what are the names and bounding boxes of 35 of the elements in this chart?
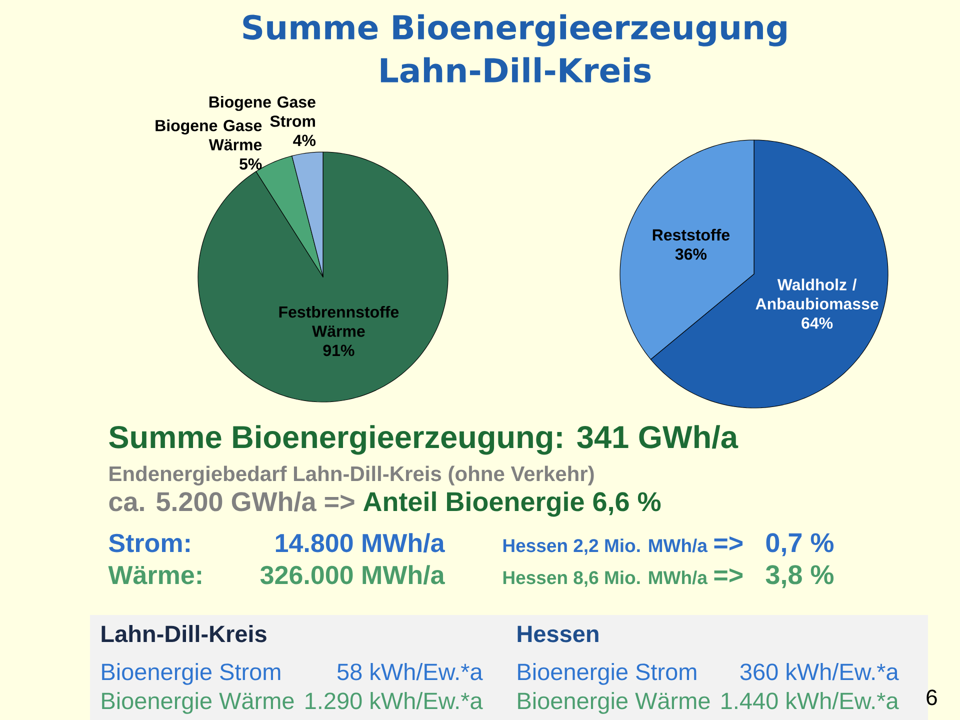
text: Strom: [108, 534, 190, 552]
text: 14.800 MWh/a [276, 533, 445, 553]
text: Anteil Bioenergie 6,6 % [363, 491, 661, 517]
data-label: 91% [323, 344, 354, 356]
text: Summe Bioenergieerzeugung: 341 GWh/a [109, 425, 738, 455]
text: Hessen 8,6 Mio. MWh/a [503, 570, 708, 587]
text: Bioenergie Wärme [102, 692, 294, 714]
text: Bioenergie Strom [102, 662, 280, 685]
text: 326.000 MWh/a [260, 565, 445, 585]
slice-label: Waldholz / Anbaubiomasse [756, 278, 878, 310]
text: ca. 5.200 GWh/a => [109, 491, 354, 512]
text: => [714, 568, 743, 582]
data-label: 5% [240, 158, 262, 170]
text: Hessen [518, 626, 598, 642]
text: 3,8 % [766, 565, 834, 588]
text: Lahn-Dill-Kreis [102, 624, 266, 642]
text: 1.290 kWh/Ew.*a [306, 692, 483, 710]
text: Endenergiebedarf Lahn-Dill-Kreis (ohne Verkehr) [110, 466, 594, 486]
slice-label: Biogene Gase Wärme [156, 119, 262, 150]
text: 1.440 kWh/Ew.*a [722, 692, 899, 710]
text: 360 kWh/Ew.*a [740, 662, 899, 680]
text: => [714, 536, 743, 550]
data-label: 64% [802, 317, 833, 329]
data-label: 4% [293, 134, 316, 146]
text: Bioenergie Strom [518, 662, 696, 685]
slice-label: Festbrennstoffe Wärme [279, 306, 399, 337]
text: Summe Bioenergieerzeugung Lahn-Dill-Kreis [243, 14, 786, 83]
text: Hessen 2,2 Mio. MWh/a [503, 538, 708, 555]
text: Bioenergie Wärme [518, 692, 710, 714]
data-label: 36% [675, 248, 707, 260]
slice-label: Reststoffe [652, 228, 730, 241]
text: 6 [926, 690, 937, 706]
text: 58 kWh/Ew.*a [337, 662, 483, 680]
text: 0,7 % [766, 533, 834, 556]
text: Wärme: [108, 566, 202, 584]
